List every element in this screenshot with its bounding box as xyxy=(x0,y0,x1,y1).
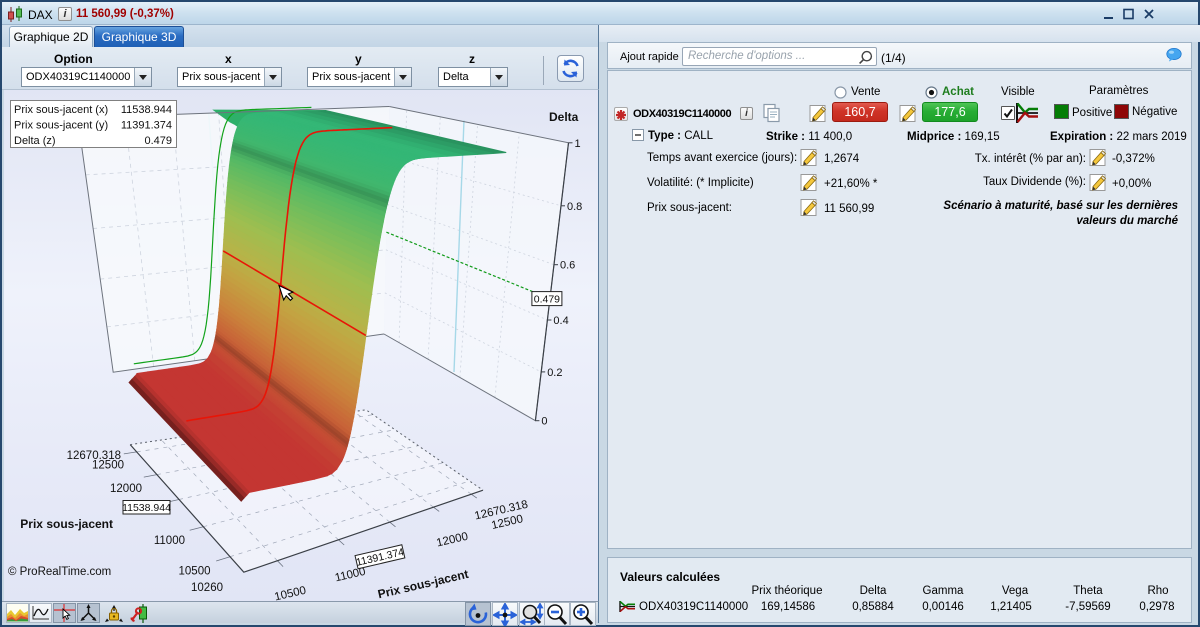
svg-text:Prix sous-jacent: Prix sous-jacent xyxy=(20,517,113,531)
svg-text:10260: 10260 xyxy=(191,582,223,594)
svg-text:1: 1 xyxy=(575,138,581,150)
svg-text:12670.318: 12670.318 xyxy=(67,450,121,462)
svg-text:0.8: 0.8 xyxy=(567,201,582,213)
svg-text:12000: 12000 xyxy=(110,483,142,495)
svg-text:11538.944: 11538.944 xyxy=(121,104,172,116)
svg-text:10500: 10500 xyxy=(273,585,307,601)
svg-text:0.479: 0.479 xyxy=(144,135,172,147)
svg-text:11538.944: 11538.944 xyxy=(122,502,171,514)
svg-text:0.479: 0.479 xyxy=(534,294,560,306)
svg-text:10500: 10500 xyxy=(179,566,211,578)
svg-text:12500: 12500 xyxy=(92,460,124,472)
svg-text:Delta (z): Delta (z) xyxy=(14,135,56,147)
svg-text:Prix sous-jacent (x): Prix sous-jacent (x) xyxy=(14,104,108,116)
svg-text:11000: 11000 xyxy=(154,535,185,547)
svg-text:0: 0 xyxy=(541,416,547,428)
svg-text:Delta: Delta xyxy=(549,110,579,124)
svg-text:Prix sous-jacent (y): Prix sous-jacent (y) xyxy=(14,120,108,132)
svg-text:0.4: 0.4 xyxy=(553,315,568,327)
svg-text:11391.374: 11391.374 xyxy=(121,120,172,132)
svg-text:0.6: 0.6 xyxy=(560,260,575,272)
svg-text:Prix sous-jacent: Prix sous-jacent xyxy=(376,567,469,601)
svg-text:12000: 12000 xyxy=(435,531,469,550)
svg-text:0.2: 0.2 xyxy=(547,367,562,379)
svg-text:11000: 11000 xyxy=(334,566,367,585)
